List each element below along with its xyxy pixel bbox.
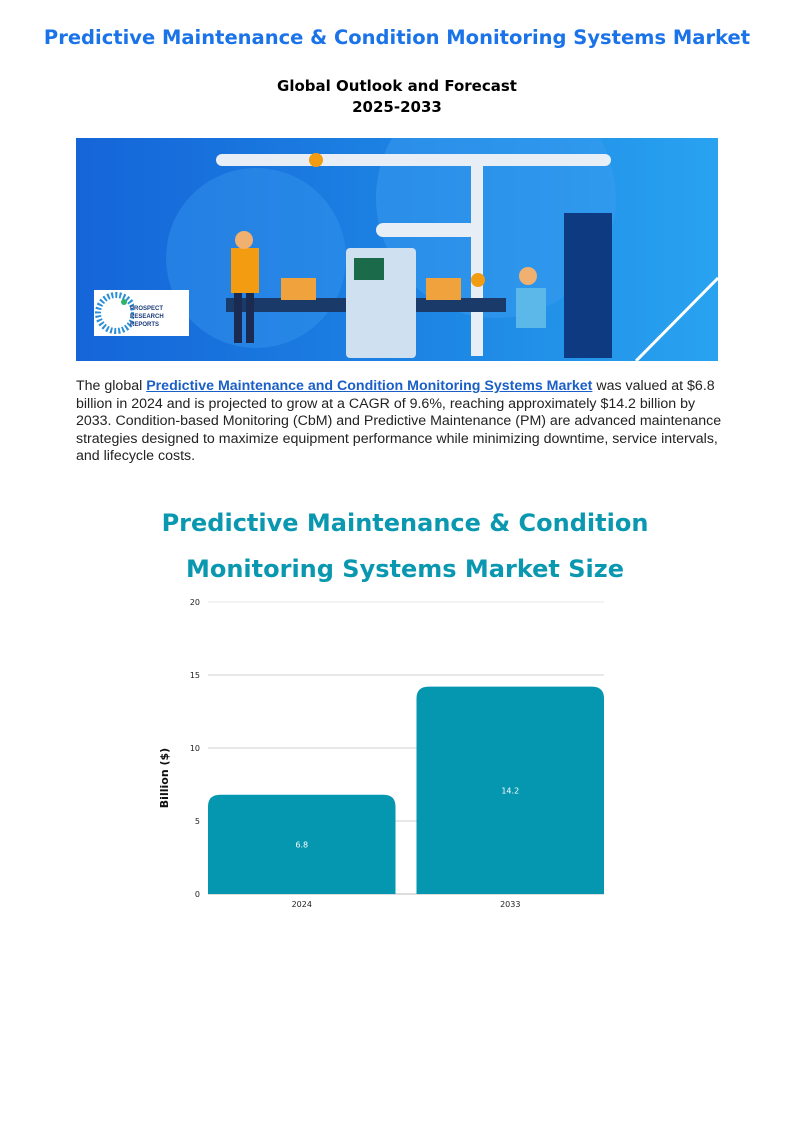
banner-illustration: PROSPECT RESEARCH REPORTS — [76, 138, 718, 361]
subtitle-line-2: 2025-2033 — [352, 98, 442, 116]
y-tick-label: 0 — [195, 890, 200, 899]
y-axis-label: Billion ($) — [158, 748, 171, 808]
page-subtitle: Global Outlook and Forecast 2025-2033 — [0, 76, 794, 118]
intro-text-start: The global — [76, 378, 147, 394]
y-tick-label: 5 — [195, 817, 200, 826]
chart-title: Predictive Maintenance & Condition Monit… — [0, 500, 794, 592]
chart-title-line-1: Predictive Maintenance & Condition — [161, 509, 649, 537]
intro-text-end: was valued at $6.8 billion in 2024 and i… — [76, 378, 722, 464]
data-label: 6.8 — [295, 840, 308, 849]
x-tick-label: 2024 — [292, 900, 312, 909]
page-title: Predictive Maintenance & Condition Monit… — [43, 26, 751, 49]
bar-chart: 0 5 10 15 20 6.8 2024 14.2 2033 Billion ($) — [158, 598, 604, 909]
x-tick-label: 2033 — [500, 900, 520, 909]
chart-title-line-2: Monitoring Systems Market Size — [185, 555, 625, 583]
data-label: 14.2 — [501, 786, 519, 795]
bar-2033 — [416, 686, 604, 894]
factory-illustration — [166, 138, 718, 361]
y-tick-label: 10 — [190, 744, 200, 753]
logo-text: PROSPECT RESEARCH REPORTS — [130, 306, 164, 328]
bar-2024 — [208, 794, 396, 894]
subtitle-line-1: Global Outlook and Forecast — [277, 77, 517, 95]
market-link[interactable]: Predictive Maintenance and Condition Mon… — [146, 378, 593, 394]
globe-icon — [95, 292, 137, 334]
intro-paragraph: The global Predictive Maintenance and Co… — [76, 378, 726, 466]
y-tick-label: 15 — [190, 671, 200, 680]
prospect-research-reports-logo: PROSPECT RESEARCH REPORTS — [94, 290, 189, 336]
y-tick-label: 20 — [190, 598, 200, 607]
